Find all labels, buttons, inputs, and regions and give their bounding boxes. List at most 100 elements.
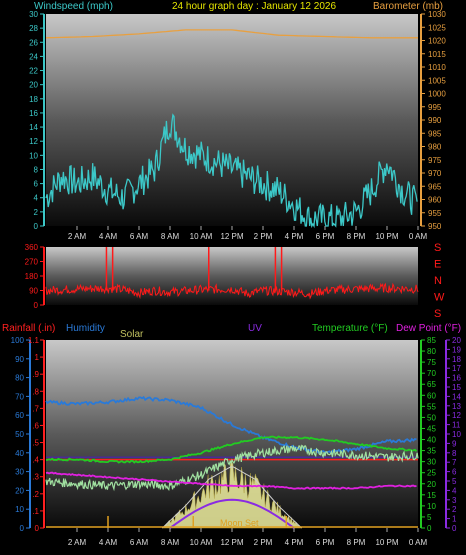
uv-tick-label: 12: [452, 411, 461, 420]
temperature-tick-label: 50: [427, 413, 436, 422]
temperature-tick-label: 30: [427, 458, 436, 467]
uv-tick-label: 20: [452, 336, 461, 345]
humidity-tick-label: 30: [15, 468, 24, 477]
uv-tick-label: 15: [452, 383, 461, 392]
x-tick-label: 2 AM: [68, 538, 87, 547]
windspeed-label: Windspeed (mph): [34, 1, 113, 12]
rain-humidity-temperature-chart: 01020304050607080901000.1.2.3.4.5.6.7.8.…: [11, 336, 462, 547]
humidity-tick-label: 90: [15, 355, 24, 364]
windspeed-barometer-chart: 0246810121416182022242628309509559609659…: [29, 10, 446, 241]
x-tick-label: 8 PM: [347, 538, 366, 547]
uv-label: UV: [248, 323, 262, 334]
windspeed-tick-label: 30: [29, 10, 38, 19]
windspeed-tick-label: 24: [29, 52, 38, 61]
temperature-tick-label: 45: [427, 424, 436, 433]
wind-direction-tick-label: 360: [25, 243, 39, 252]
humidity-label: Humidity: [66, 323, 105, 334]
barometer-tick-label: 1030: [428, 10, 446, 19]
rain-tick-label: 1.1: [28, 336, 40, 345]
rain-tick-label: .9: [32, 370, 39, 379]
compass-label: W: [434, 292, 445, 304]
rain-tick-label: .2: [32, 490, 39, 499]
x-tick-label: 8 AM: [161, 538, 180, 547]
x-tick-label: 6 AM: [130, 538, 149, 547]
compass-label: S: [434, 242, 441, 254]
windspeed-tick-label: 18: [29, 95, 38, 104]
barometer-tick-label: 1010: [428, 63, 446, 72]
x-tick-label: 2 PM: [254, 538, 273, 547]
uv-tick-label: 11: [452, 421, 461, 430]
windspeed-tick-label: 26: [29, 38, 38, 47]
barometer-tick-label: 990: [428, 116, 442, 125]
barometer-tick-label: 985: [428, 129, 442, 138]
windspeed-tick-label: 10: [29, 151, 38, 160]
solar-envelope: [161, 466, 303, 529]
compass-label: N: [434, 275, 442, 287]
humidity-tick-label: 40: [15, 449, 24, 458]
x-tick-label: 8 PM: [347, 232, 366, 241]
uv-tick-label: 14: [452, 392, 461, 401]
barometer-tick-label: 1020: [428, 37, 446, 46]
uv-tick-label: 18: [452, 355, 461, 364]
humidity-tick-label: 10: [15, 505, 24, 514]
uv-tick-label: 16: [452, 374, 461, 383]
uv-tick-label: 3: [452, 496, 457, 505]
barometer-tick-label: 1000: [428, 90, 446, 99]
x-tick-label: 12 PM: [220, 538, 243, 547]
rain-tick-label: .6: [32, 421, 39, 430]
humidity-line: [45, 395, 417, 456]
compass-label: S: [434, 308, 441, 320]
temperature-tick-label: 70: [427, 369, 436, 378]
barometer-label: Barometer (mb): [373, 1, 443, 12]
temperature-label: Temperature (°F): [312, 323, 388, 334]
barometer-tick-label: 975: [428, 156, 442, 165]
humidity-tick-label: 100: [11, 336, 25, 345]
uv-tick-label: 19: [452, 345, 461, 354]
humidity-tick-label: 70: [15, 392, 24, 401]
windspeed-tick-label: 12: [29, 137, 38, 146]
x-tick-label: 10 PM: [375, 232, 398, 241]
humidity-tick-label: 80: [15, 374, 24, 383]
uv-tick-label: 0: [452, 524, 457, 533]
x-tick-label: 4 AM: [99, 232, 118, 241]
x-tick-label: 6 AM: [130, 232, 149, 241]
windspeed-tick-label: 2: [34, 208, 39, 217]
wind-direction-tick-label: 90: [29, 287, 38, 296]
barometer-tick-label: 1015: [428, 50, 446, 59]
temperature-tick-label: 55: [427, 402, 436, 411]
uv-tick-label: 1: [452, 515, 457, 524]
x-tick-label: 10 PM: [375, 538, 398, 547]
windspeed-tick-label: 28: [29, 24, 38, 33]
humidity-tick-label: 0: [20, 524, 25, 533]
uv-tick-label: 2: [452, 505, 457, 514]
temperature-line: [45, 435, 418, 464]
humidity-tick-label: 20: [15, 486, 24, 495]
uv-tick-label: 9: [452, 439, 457, 448]
apparent-temperature-line: [45, 444, 419, 492]
barometer-tick-label: 1005: [428, 76, 446, 85]
temperature-tick-label: 75: [427, 358, 436, 367]
wind-direction-line: [45, 282, 419, 300]
dew-point-line: [45, 471, 417, 490]
x-tick-label: 2 PM: [254, 232, 273, 241]
barometer-tick-label: 960: [428, 196, 442, 205]
x-tick-label: 4 AM: [99, 538, 118, 547]
rain-tick-label: 0: [35, 524, 40, 533]
rain-tick-label: .8: [32, 387, 39, 396]
x-tick-label: 2 AM: [68, 232, 87, 241]
rain-tick-label: 1: [35, 353, 40, 362]
barometer-tick-label: 955: [428, 209, 442, 218]
x-tick-label: 0 AM: [409, 538, 428, 547]
temperature-tick-label: 15: [427, 491, 436, 500]
x-tick-label: 6 PM: [316, 232, 335, 241]
temperature-tick-label: 20: [427, 480, 436, 489]
windspeed-tick-label: 22: [29, 67, 38, 76]
rain-tick-label: .4: [32, 456, 39, 465]
temperature-tick-label: 40: [427, 436, 436, 445]
uv-tick-label: 8: [452, 449, 457, 458]
humidity-tick-label: 60: [15, 411, 24, 420]
graph-title: 24 hour graph day : January 12 2026: [172, 1, 336, 12]
